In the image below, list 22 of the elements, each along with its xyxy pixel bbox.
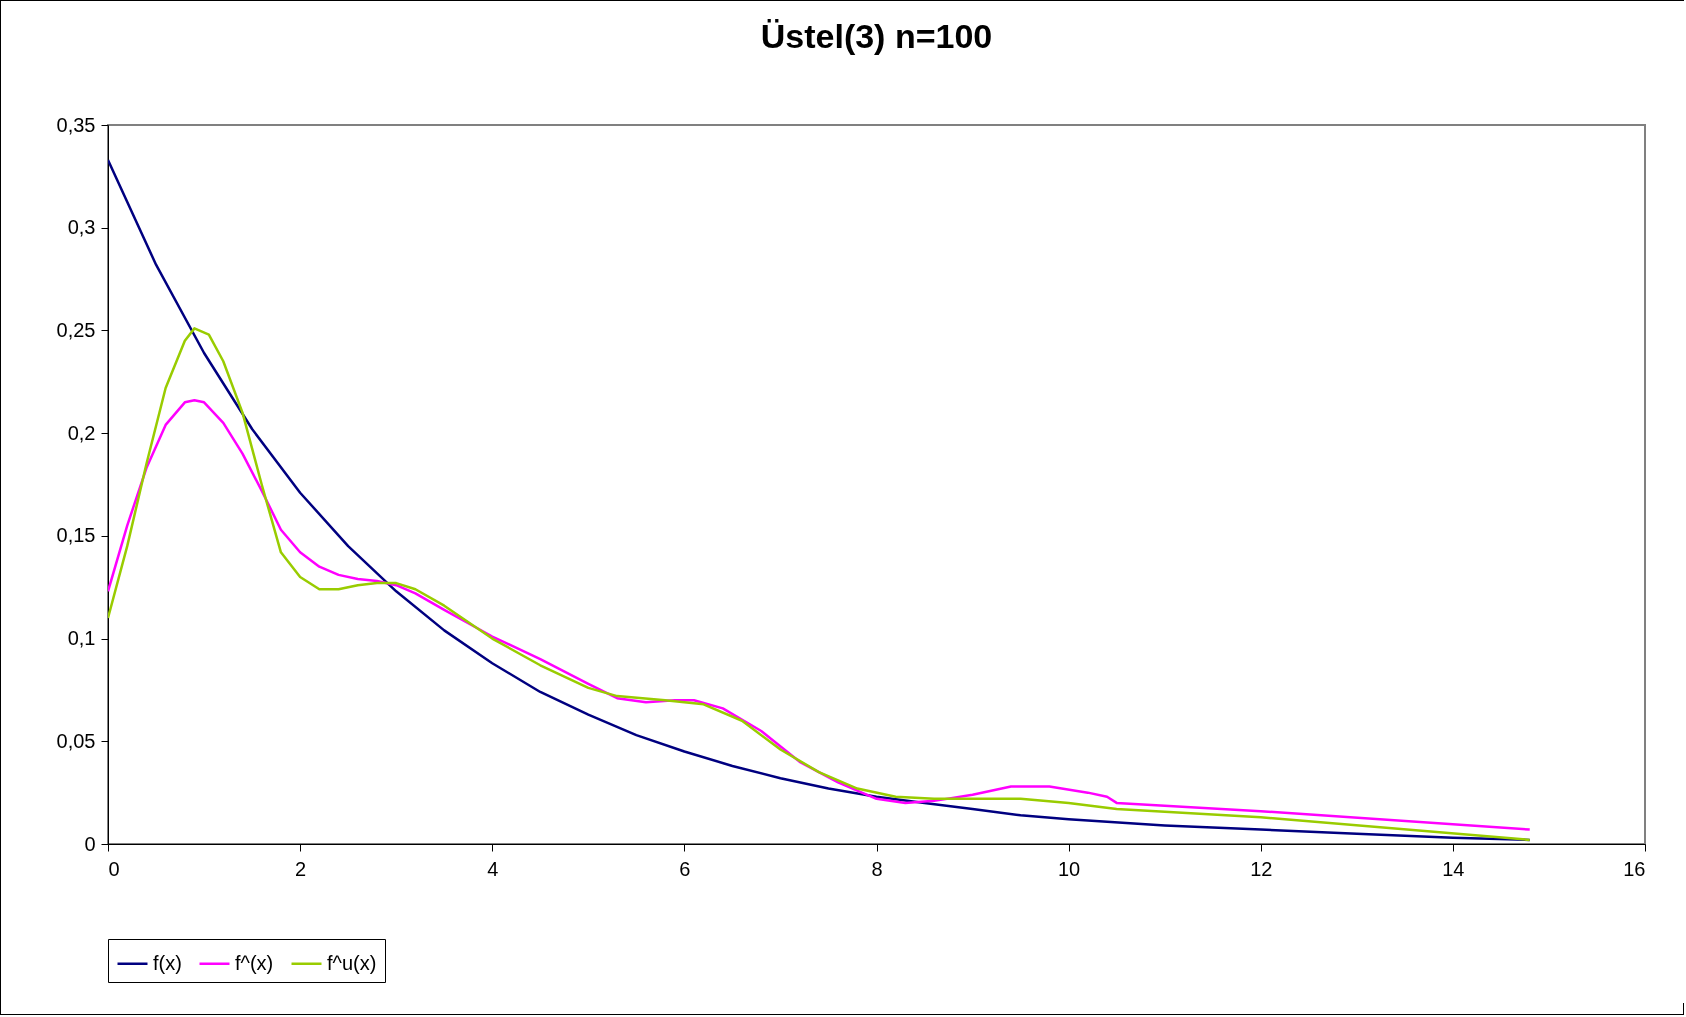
x-tick-label: 0 <box>108 857 120 880</box>
y-tick-label: 0,25 <box>56 318 96 341</box>
legend-label: f^u(x) <box>327 951 377 974</box>
y-tick-label: 0,3 <box>67 216 96 239</box>
x-tick-label: 2 <box>295 857 307 880</box>
x-tick-label: 4 <box>487 857 499 880</box>
y-tick-label: 0,2 <box>67 421 96 444</box>
y-tick-label: 0 <box>84 832 96 855</box>
x-tick-label: 16 <box>1623 857 1646 880</box>
x-tick-label: 8 <box>871 857 883 880</box>
y-tick-label: 0,35 <box>56 113 96 136</box>
y-tick-label: 0,05 <box>56 729 96 752</box>
x-tick-label: 6 <box>679 857 691 880</box>
line-series <box>108 327 1531 842</box>
x-tick-label: 14 <box>1442 857 1465 880</box>
x-tick-label: 10 <box>1058 857 1081 880</box>
chart-title: Üstel(3) n=100 <box>760 17 993 55</box>
y-tick-label: 0,1 <box>67 627 96 650</box>
legend-label: f^(x) <box>235 951 274 974</box>
x-tick-label: 12 <box>1250 857 1273 880</box>
y-tick-label: 0,15 <box>56 524 96 547</box>
legend-label: f(x) <box>153 951 182 974</box>
